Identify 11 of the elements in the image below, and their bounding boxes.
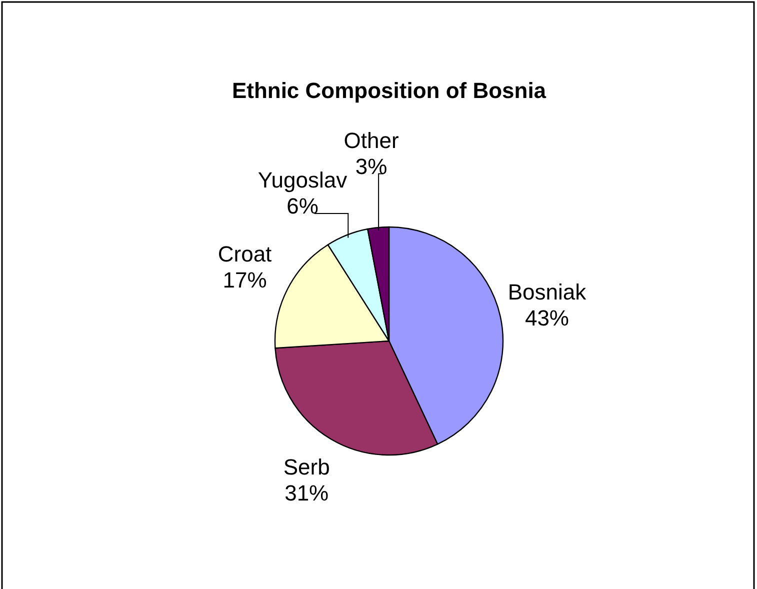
data-label: 17% xyxy=(222,268,267,293)
data-label: 3% xyxy=(355,154,388,179)
slice-label: Croat xyxy=(218,242,272,267)
data-label: 6% xyxy=(286,194,318,219)
slice-label: Other xyxy=(344,128,399,153)
slice-label: Yugoslav xyxy=(258,168,348,193)
slice-label: Bosniak xyxy=(508,280,588,305)
slice-label: Serb xyxy=(283,454,330,480)
data-label: 43% xyxy=(524,306,570,331)
data-label: 31% xyxy=(284,480,329,506)
chart-title: Ethnic Composition of Bosnia xyxy=(232,78,547,103)
